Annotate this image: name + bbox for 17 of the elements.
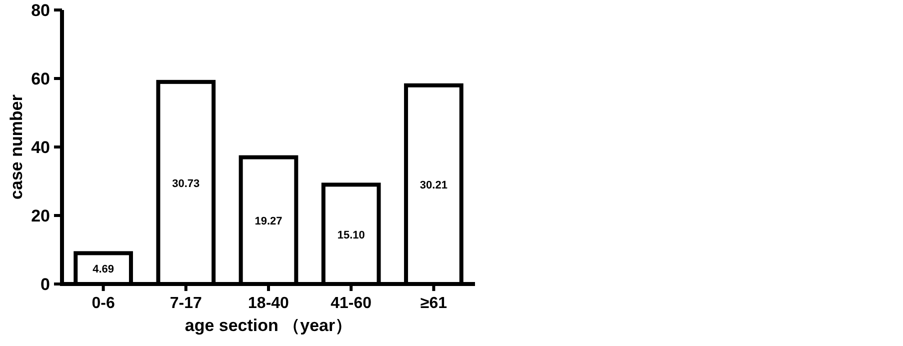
y-tick-label: 40 [31, 138, 50, 157]
y-axis-title: case number [7, 94, 26, 200]
x-axis-title: age section （year） [184, 316, 352, 335]
y-tick-label: 20 [31, 206, 50, 226]
annotation: 15.10 [337, 229, 365, 242]
annotation: 19.27 [254, 216, 282, 228]
x-tick-label: 0-6 [92, 295, 115, 312]
annotation: 30.73 [172, 178, 200, 190]
y-tick-label: 80 [31, 1, 50, 20]
annotation: 4.69 [92, 264, 114, 276]
x-tick-label: 18-40 [248, 295, 290, 312]
y-tick-label: 0 [40, 275, 50, 294]
annotation: 30.21 [420, 180, 448, 192]
y-tick-label: 60 [31, 70, 50, 88]
x-tick-label: 41-60 [330, 295, 372, 312]
x-tick-label: ≥61 [420, 295, 448, 312]
x-tick-label: 7-17 [170, 295, 202, 312]
